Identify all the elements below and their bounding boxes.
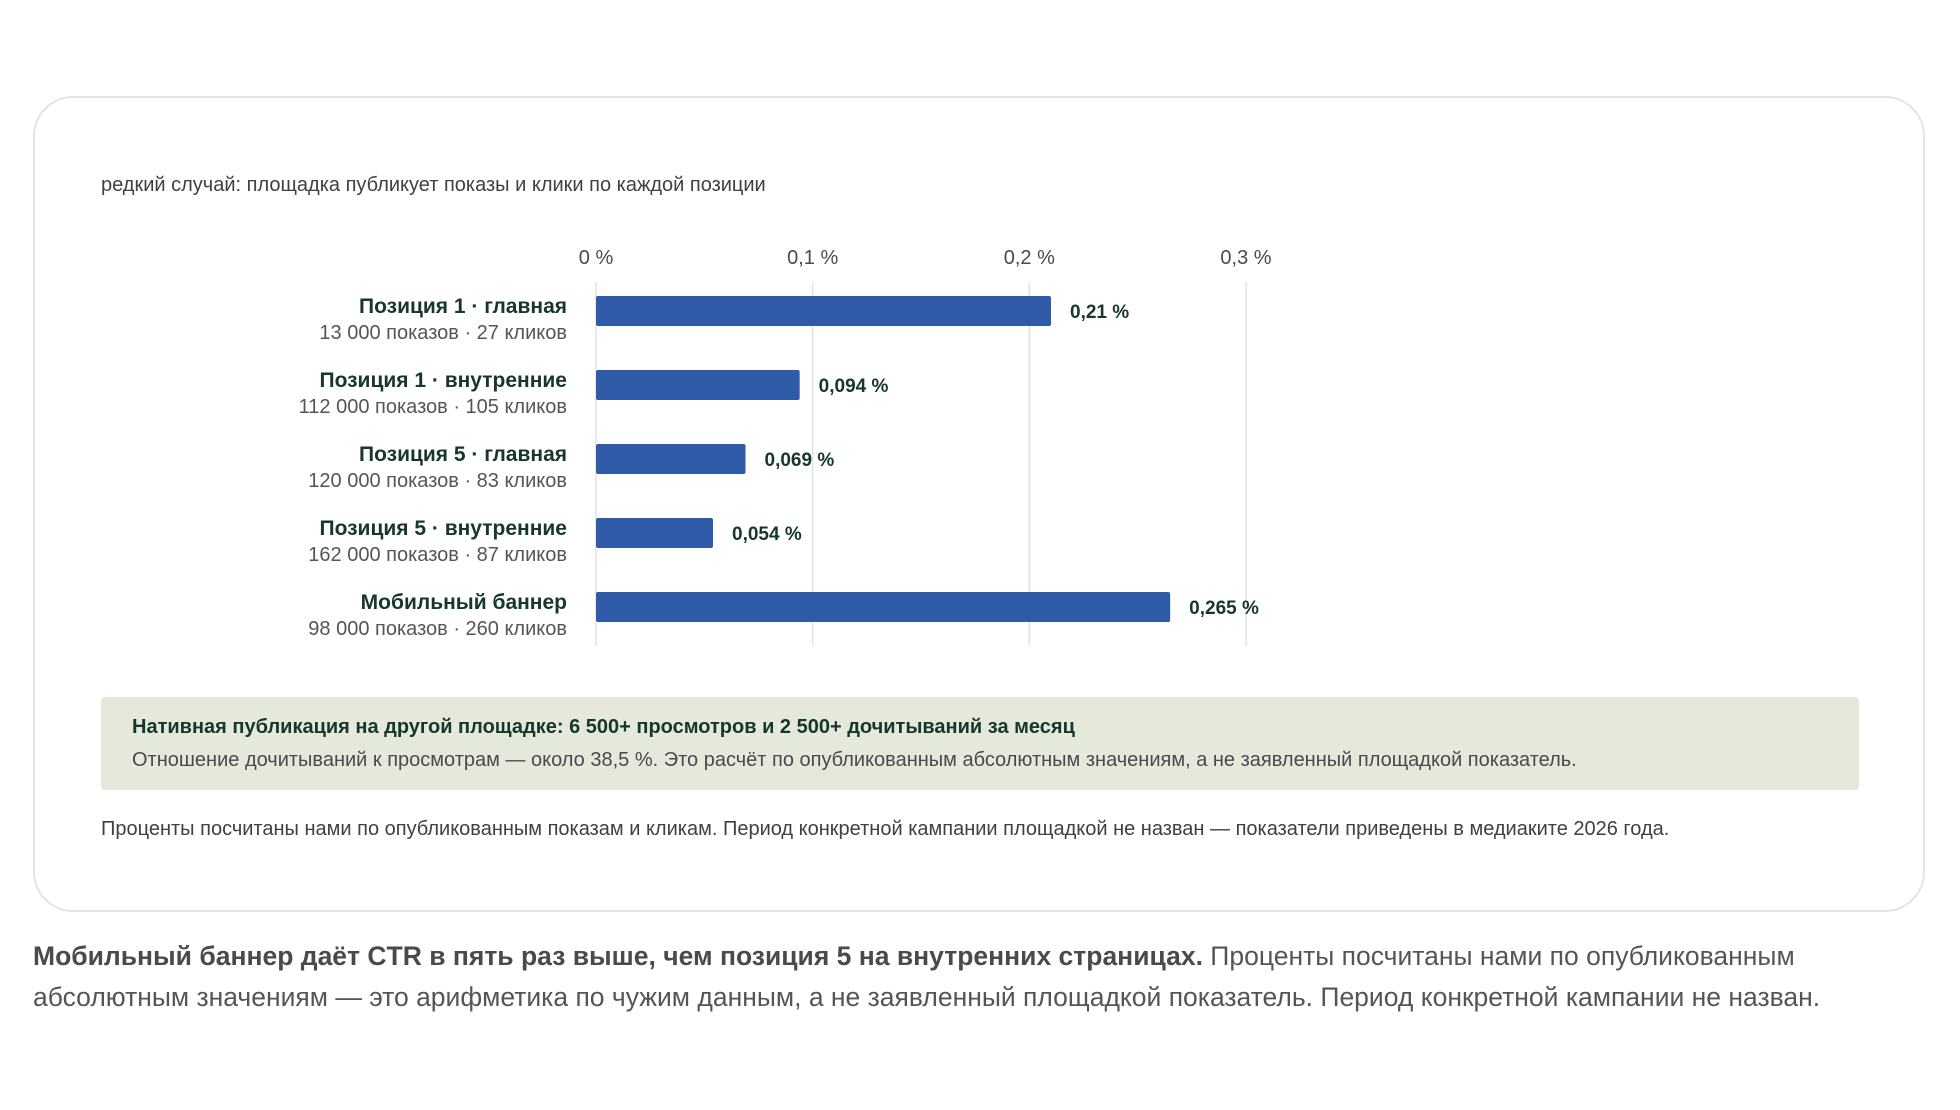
category-label-1: Позиция 1 · внутренние [319,369,567,392]
value-label-1: 0,094 % [819,376,889,397]
bar-3 [596,518,713,548]
category-detail-3: 162 000 показов · 87 кликов [308,544,567,566]
category-detail-4: 98 000 показов · 260 кликов [308,618,567,640]
category-detail-0: 13 000 показов · 27 кликов [319,322,567,344]
category-label-4: Мобильный баннер [361,591,567,614]
bar-2 [596,444,746,474]
category-label-2: Позиция 5 · главная [359,443,567,466]
category-detail-1: 112 000 показов · 105 кликов [299,396,567,418]
value-label-3: 0,054 % [732,524,802,545]
value-label-0: 0,21 % [1070,302,1129,323]
caption-lead: Мобильный баннер даёт CTR в пять раз выш… [33,941,1203,971]
figure-caption: Мобильный баннер даёт CTR в пять раз выш… [33,936,1933,1018]
value-label-4: 0,265 % [1189,598,1259,619]
category-detail-2: 120 000 показов · 83 кликов [308,470,567,492]
note-title: Нативная публикация на другой площадке: … [132,716,1075,738]
bar-4 [596,592,1171,622]
caption-text: Проценты посчитаны нами по опубликованны… [33,941,1821,1012]
note-text: Отношение дочитываний к просмотрам — око… [132,749,1577,771]
value-label-2: 0,069 % [765,450,835,471]
category-label-3: Позиция 5 · внутренние [319,517,567,540]
x-tick-label-2: 0,2 % [1004,247,1055,269]
x-tick-label-3: 0,3 % [1220,247,1271,269]
note-box: Нативная публикация на другой площадке: … [101,697,1859,790]
bar-0 [596,296,1051,326]
chart-subtitle: редкий случай: площадка публикует показы… [101,174,766,196]
x-tick-label-1: 0,1 % [787,247,838,269]
bar-1 [596,370,800,400]
bar-chart: 0 % 0,1 % 0,2 % 0,3 % 0,21 % Позиция 1 · глав… [299,247,1272,646]
footnote: Проценты посчитаны нами по опубликованны… [101,818,1670,840]
category-label-0: Позиция 1 · главная [359,295,567,318]
x-tick-label-0: 0 % [579,247,614,269]
